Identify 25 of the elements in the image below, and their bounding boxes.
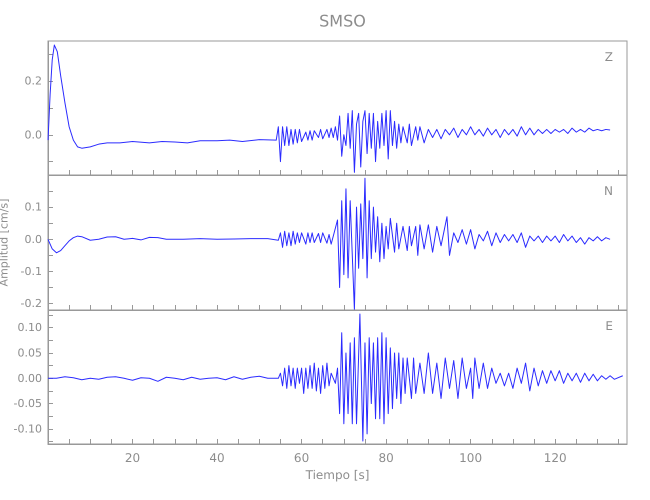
line-series (48, 314, 624, 442)
line-series (48, 178, 611, 310)
annotation: N (604, 184, 614, 198)
y-tick-label: 0.1 (24, 200, 42, 214)
x-tick-label: 40 (209, 451, 225, 465)
y-tick-label: 0.0 (24, 128, 42, 142)
y-tick-label: 0.0 (24, 232, 42, 246)
y-tick-label: 0.2 (24, 74, 42, 88)
x-tick-label: 20 (124, 451, 140, 465)
annotation: Z (604, 50, 614, 64)
y-tick-label: -0.05 (14, 397, 42, 410)
line-series (48, 44, 611, 173)
x-axis-title: Tiempo [s] (304, 468, 370, 482)
y-tick-label: 0.05 (18, 346, 42, 360)
y-tick-label: -0.10 (14, 422, 42, 436)
annotation: E (605, 319, 614, 333)
y-tick-label: 0.10 (18, 321, 42, 334)
x-tick-label: 60 (294, 451, 310, 465)
chart-title: SMSO (319, 12, 366, 30)
y-tick-label: 0.00 (18, 372, 42, 385)
x-tick-label: 100 (459, 451, 482, 465)
y-tick-label: -0.2 (20, 297, 42, 310)
x-tick-label: 80 (378, 451, 394, 465)
y-tick-label: -0.1 (20, 264, 42, 278)
x-tick-label: 120 (544, 451, 567, 465)
